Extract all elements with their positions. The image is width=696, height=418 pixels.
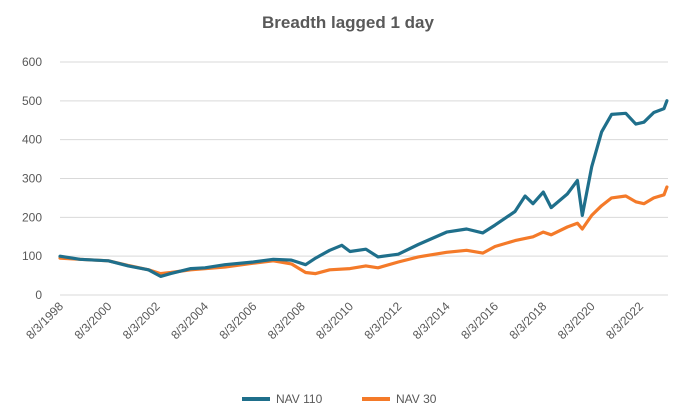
y-tick-label: 200 xyxy=(22,210,42,224)
y-tick-label: 100 xyxy=(22,249,42,263)
series-lines xyxy=(58,99,669,278)
legend-label: NAV 110 xyxy=(276,392,323,406)
y-tick-label: 600 xyxy=(22,55,42,69)
chart-title: Breadth lagged 1 day xyxy=(262,13,434,32)
legend-label: NAV 30 xyxy=(396,392,437,406)
y-tick-label: 0 xyxy=(35,288,42,302)
y-tick-label: 500 xyxy=(22,94,42,108)
gridlines xyxy=(60,61,668,296)
y-tick-label: 300 xyxy=(22,172,42,186)
y-tick-label: 400 xyxy=(22,133,42,147)
series-line-nav-110 xyxy=(58,99,669,278)
legend: NAV 110 NAV 30 xyxy=(242,392,437,406)
y-axis-tick-labels: 0 100 200 300 400 500 600 xyxy=(22,55,42,302)
